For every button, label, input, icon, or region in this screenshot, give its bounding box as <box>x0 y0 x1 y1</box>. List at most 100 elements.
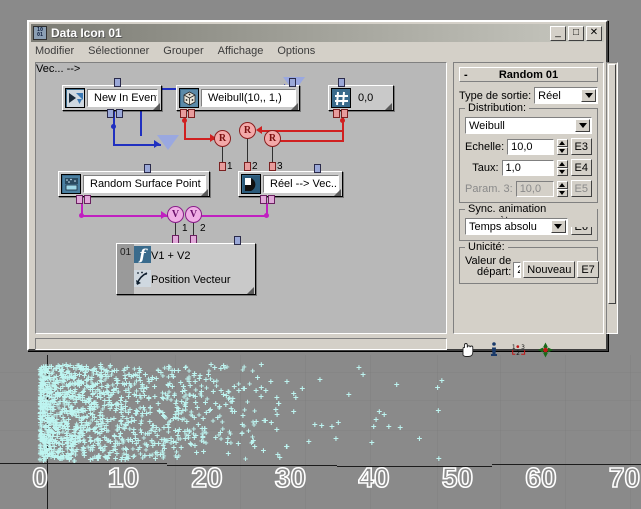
data-icon-window[interactable]: 10 01 Data Icon 01 _ □ ✕ Modifier Sélecti… <box>27 20 618 358</box>
chevron-down-icon[interactable] <box>581 89 596 102</box>
node-port-number-top[interactable] <box>338 78 345 87</box>
node-resize-corner[interactable] <box>247 287 254 294</box>
node-group-01[interactable]: 01 f V1 + V2 <box>116 243 256 295</box>
connector-r-1[interactable]: R <box>214 130 231 147</box>
wire-mag-arrow1 <box>161 211 167 219</box>
particle-point: + <box>160 441 166 452</box>
node-resize-corner[interactable] <box>153 103 160 110</box>
particle-point: + <box>140 387 147 398</box>
maximize-button[interactable]: □ <box>568 25 584 41</box>
node-weibull[interactable]: Weibull(10,, 1,) <box>176 85 300 111</box>
particle-point: + <box>63 406 70 417</box>
menu-item-modifier[interactable]: Modifier <box>35 44 75 57</box>
sync-select[interactable]: Temps absolu <box>465 218 568 235</box>
particle-point: + <box>40 375 46 385</box>
node-port-in-3[interactable] <box>269 162 276 171</box>
new-seed-button[interactable]: Nouveau <box>523 261 576 278</box>
particle-point: + <box>50 368 56 378</box>
particle-point: + <box>141 384 147 395</box>
rollout-header-random01[interactable]: - Random 01 <box>459 67 598 82</box>
node-port-rsp-out-b[interactable] <box>84 195 91 204</box>
seed-input[interactable]: 26599 <box>513 262 522 278</box>
menu-item-options[interactable]: Options <box>277 44 316 57</box>
node-resize-corner[interactable] <box>291 103 298 110</box>
node-order-icon[interactable]: 1 3 2 <box>511 342 528 359</box>
particle-point: + <box>224 362 230 372</box>
particle-point: + <box>38 364 44 374</box>
connector-v-2[interactable]: V <box>185 206 202 223</box>
node-port-out-bottom-b[interactable] <box>116 109 123 118</box>
axis-move-icon[interactable] <box>537 342 554 359</box>
particle-point: + <box>80 407 86 418</box>
chevron-down-icon[interactable] <box>550 220 566 233</box>
particle-point: + <box>49 380 55 390</box>
particle-point: + <box>57 367 64 378</box>
output-type-select[interactable]: Réel <box>534 87 598 104</box>
menu-item-grouper[interactable]: Grouper <box>163 44 204 57</box>
node-resize-corner[interactable] <box>334 189 341 196</box>
node-port-number-out-a[interactable] <box>333 109 340 118</box>
connector-r-3[interactable]: R <box>264 130 281 147</box>
node-port-rtv-top[interactable] <box>314 164 321 173</box>
node-real-to-vector[interactable]: Réel --> Vec... <box>238 171 343 197</box>
particle-point: + <box>68 441 75 452</box>
particle-point: + <box>204 383 210 393</box>
panel-scrollbar-thumb[interactable] <box>608 64 616 304</box>
group-row-formula[interactable]: f V1 + V2 <box>134 244 255 268</box>
node-editor-canvas[interactable]: New In Event <box>35 62 447 334</box>
minimize-button[interactable]: _ <box>550 25 566 41</box>
particle-point: + <box>110 386 117 397</box>
node-number[interactable]: 0,0 <box>328 85 394 111</box>
menu-item-affichage[interactable]: Affichage <box>217 44 264 57</box>
node-resize-corner[interactable] <box>201 189 208 196</box>
pan-hand-icon[interactable] <box>459 342 476 359</box>
bottom-toolbar[interactable]: 1 3 2 <box>453 338 618 362</box>
node-port-rsp-out-a[interactable] <box>76 195 83 204</box>
node-port-out-top[interactable] <box>114 78 121 87</box>
node-port-in-1[interactable] <box>219 162 226 171</box>
connector-v-1[interactable]: V <box>167 206 184 223</box>
param-taux-stepper[interactable] <box>556 159 568 176</box>
particle-point: + <box>49 393 55 403</box>
panel-scrollbar[interactable] <box>606 62 618 334</box>
group-row-position[interactable]: Position Vecteur <box>134 268 255 292</box>
particle-point: + <box>61 373 67 383</box>
node-new-in-event[interactable]: New In Event <box>62 85 162 111</box>
node-port-group-top[interactable] <box>234 236 241 245</box>
particle-point: + <box>41 371 47 381</box>
param-taux-e-button[interactable]: E4 <box>570 159 592 176</box>
node-port-weibull-out-a[interactable] <box>180 109 187 118</box>
node-port-rtv-out-a[interactable] <box>260 195 267 204</box>
distribution-select[interactable]: Weibull <box>465 117 592 134</box>
particle-point: + <box>64 428 70 438</box>
node-port-out-bottom-a[interactable] <box>107 109 114 118</box>
menu-bar[interactable]: Modifier Sélectionner Grouper Affichage … <box>29 42 606 59</box>
node-port-weibull-out-b[interactable] <box>188 109 195 118</box>
node-port-number-out-b[interactable] <box>341 109 348 118</box>
node-port-weibull-top[interactable] <box>289 78 296 87</box>
node-resize-corner[interactable] <box>385 103 392 110</box>
window-titlebar[interactable]: 10 01 Data Icon 01 _ □ ✕ <box>31 24 604 42</box>
particle-point: + <box>98 419 105 430</box>
particle-point: + <box>64 398 70 409</box>
node-port-in-2[interactable] <box>244 162 251 171</box>
param-echelle-stepper[interactable] <box>556 138 568 155</box>
node-port-rtv-out-b[interactable] <box>268 195 275 204</box>
connector-r-2[interactable]: R <box>239 122 256 139</box>
info-icon[interactable] <box>485 342 502 359</box>
node-port-rsp-top[interactable] <box>144 164 151 173</box>
particle-point: + <box>59 454 65 464</box>
triangle-connector-event[interactable] <box>157 135 179 150</box>
param-echelle-input[interactable]: 10,0 <box>507 138 554 155</box>
particle-point: + <box>92 364 98 375</box>
close-button[interactable]: ✕ <box>586 25 602 41</box>
seed-e-button[interactable]: E7 <box>577 261 599 278</box>
param-taux-input[interactable]: 1,0 <box>501 159 554 176</box>
chevron-down-icon[interactable] <box>575 119 590 132</box>
node-random-surface-point[interactable]: Random Surface Point <box>58 171 210 197</box>
rollout-collapse-toggle[interactable]: - <box>464 68 468 81</box>
particle-point: + <box>229 407 236 417</box>
menu-item-selectionner[interactable]: Sélectionner <box>88 44 150 57</box>
param-echelle-e-button[interactable]: E3 <box>570 138 592 155</box>
command-panel[interactable]: - Random 01 Type de sortie: Réel Distrib… <box>453 62 604 334</box>
